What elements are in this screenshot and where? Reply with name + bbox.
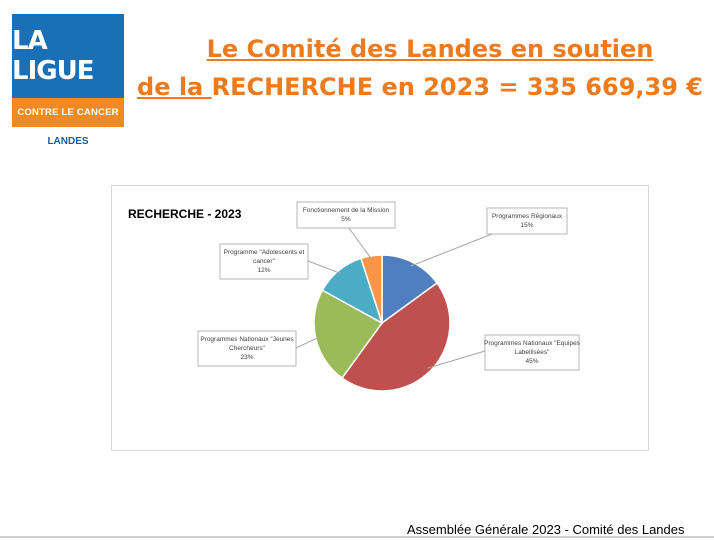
footer-text: Assemblée Générale 2023 - Comité des Lan… (407, 522, 685, 537)
leader-line-5 (345, 223, 373, 261)
leader-line-2 (427, 350, 486, 369)
la-ligue-logo: LA LIGUE CONTRE LE CANCER (12, 14, 124, 127)
slice-label-4: Programme "Adolescents et cancer" 12% (224, 249, 305, 274)
pie-slice-3 (313, 289, 384, 380)
slice-value-1: 15% (520, 222, 533, 229)
slice-value-3: 23% (240, 354, 253, 361)
slice-label-box-1 (486, 207, 568, 235)
pie-slice-5 (360, 254, 383, 324)
slice-label-box-4 (219, 243, 309, 280)
slice-value-5: 5% (341, 216, 351, 223)
chart-title: RECHERCHE - 2023 (128, 207, 242, 221)
pie-slice-1 (381, 254, 439, 325)
slice-label-1: Programmes Régionaux 15% (492, 213, 563, 229)
title-line-2: de la RECHERCHE en 2023 = 335 669,39 € (130, 68, 710, 106)
logo-tagline: CONTRE LE CANCER (12, 98, 124, 127)
chart-frame: RECHERCHE - 2023 Programmes Régionaux 15%… (111, 185, 649, 451)
slice-value-2: 45% (525, 358, 538, 365)
slice-label-3: Programmes Nationaux "Jeunes Chercheurs" 2… (200, 336, 294, 361)
slice-label-box-2 (484, 334, 580, 371)
logo-region: LANDES (47, 136, 89, 147)
footer-divider (0, 536, 714, 538)
pie-slice-2 (340, 281, 451, 392)
pie-chart: RECHERCHE - 2023 Programmes Régionaux 15%… (128, 201, 581, 392)
page-title: Le Comité des Landes en soutien de la RE… (130, 30, 710, 106)
title-line-1: Le Comité des Landes en soutien (206, 35, 654, 63)
slice-label-box-5 (296, 201, 396, 229)
title-line-2-rest: RECHERCHE en 2023 = 335 669,39 € (211, 73, 703, 101)
slice-label-box-3 (197, 330, 297, 367)
title-line-2-underlined: de la (137, 73, 212, 101)
slice-label-5: Fonctionnement de la Mission 5% (303, 207, 390, 223)
leader-line-3 (295, 336, 320, 349)
slice-label-2: Programmes Nationaux "Equipes Labellisées… (484, 340, 581, 365)
leader-line-1 (410, 229, 503, 267)
leader-line-4 (307, 260, 342, 275)
logo-name: LA LIGUE (12, 14, 124, 98)
slice-value-4: 12% (257, 267, 270, 274)
